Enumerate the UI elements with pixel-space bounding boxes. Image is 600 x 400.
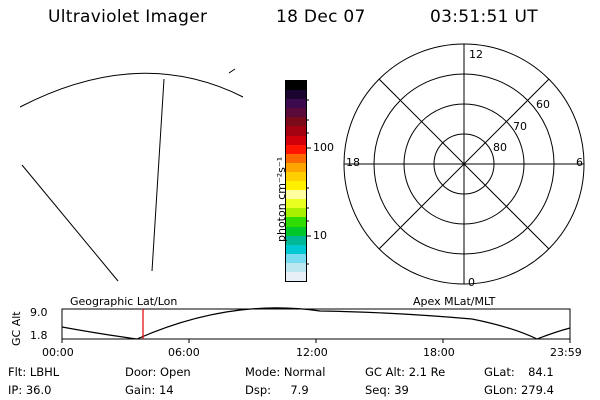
altitude-curve [61,307,571,340]
info-door: Door: Open [125,365,191,379]
info-seq-label: Seq: [365,383,391,397]
info-ip-value: 36.0 [25,383,52,397]
apex-label: Apex MLat/MLT [413,295,496,308]
info-gain-label: Gain: [125,383,156,397]
polar-diagonal-2 [378,78,550,250]
colorbar-segment [286,253,306,263]
colorbar-segment [286,171,306,182]
colorbar [285,80,307,282]
time-tick-0000: 00:00 [42,346,74,359]
observation-time: 03:51:51 UT [430,7,538,27]
colorbar-segment [286,208,306,218]
mlat-label-70: 70 [513,120,527,133]
info-seq-value: 39 [394,383,409,397]
info-filter: Flt: LBHL [8,365,59,379]
info-ip: IP: 36.0 [8,383,51,397]
colorbar-segment [286,262,306,272]
time-tick-1200: 12:00 [296,346,328,359]
colorbar-segment [286,271,306,282]
colorbar-tick-10: 10 [313,229,327,242]
colorbar-segment [286,226,306,236]
info-mode-value: Normal [283,365,326,379]
mlat-label-80: 80 [493,141,507,154]
info-door-label: Door: [125,365,157,379]
info-ip-label: IP: [8,383,23,397]
colorbar-segment [286,244,306,254]
info-glon-value: 279.4 [520,383,554,397]
colorbar-segment [286,235,306,245]
info-filter-value: LBHL [29,365,60,379]
info-mode-label: Mode: [245,365,281,379]
geographic-label: Geographic Lat/Lon [70,295,178,308]
alt-tick-9: 9.0 [30,306,48,319]
info-door-value: Open [159,365,191,379]
mlt-label-18: 18 [346,156,360,169]
info-seq: Seq: 39 [365,383,409,397]
colorbar-segment [286,144,306,154]
info-dsp-value: 7.9 [290,383,309,397]
colorbar-segment [286,117,306,127]
geo-meridian-line [151,78,165,272]
colorbar-segment [286,217,306,227]
info-gc-alt-label: GC Alt: [365,365,406,379]
mlt-label-12: 12 [469,48,483,61]
mlt-label-6: 6 [576,156,583,169]
alt-tick-1-8: 1.8 [30,329,48,342]
info-glat-value: 84.1 [528,365,554,379]
mlt-label-0: 0 [468,276,475,289]
colorbar-segment [286,153,306,163]
colorbar-segment [286,190,306,200]
info-dsp-label: Dsp: [245,383,272,397]
info-glon-label: GLon: [484,383,518,397]
mlat-label-60: 60 [536,98,550,111]
app-title: Ultraviolet Imager [48,7,208,27]
colorbar-segment [286,199,306,209]
colorbar-segment [286,90,306,100]
colorbar-segment [286,162,306,172]
info-glat: GLat: 84.1 [484,365,554,379]
colorbar-tick-100: 100 [313,141,334,154]
colorbar-segment [286,99,306,109]
colorbar-segment [286,81,306,91]
info-glon: GLon: 279.4 [484,383,554,397]
time-tick-0600: 06:00 [168,346,200,359]
geo-horizon-arc [19,72,244,108]
info-dsp: Dsp: 7.9 [245,383,309,397]
colorbar-segment [286,181,306,191]
colorbar-segment [286,135,306,145]
geo-limb-line [21,164,119,282]
geo-horizon-fragment [228,68,236,74]
colorbar-segment [286,126,306,136]
colorbar-segment [286,108,306,118]
time-tick-2359: 23:59 [550,346,582,359]
info-gain: Gain: 14 [125,383,174,397]
info-filter-label: Flt: [8,365,27,379]
observation-date: 18 Dec 07 [276,7,366,27]
info-gc-alt-value: 2.1 Re [408,365,446,379]
info-gain-value: 14 [158,383,174,397]
time-tick-1800: 18:00 [423,346,455,359]
info-mode: Mode: Normal [245,365,325,379]
info-gc-alt: GC Alt: 2.1 Re [365,365,445,379]
info-glat-label: GLat: [484,365,515,379]
